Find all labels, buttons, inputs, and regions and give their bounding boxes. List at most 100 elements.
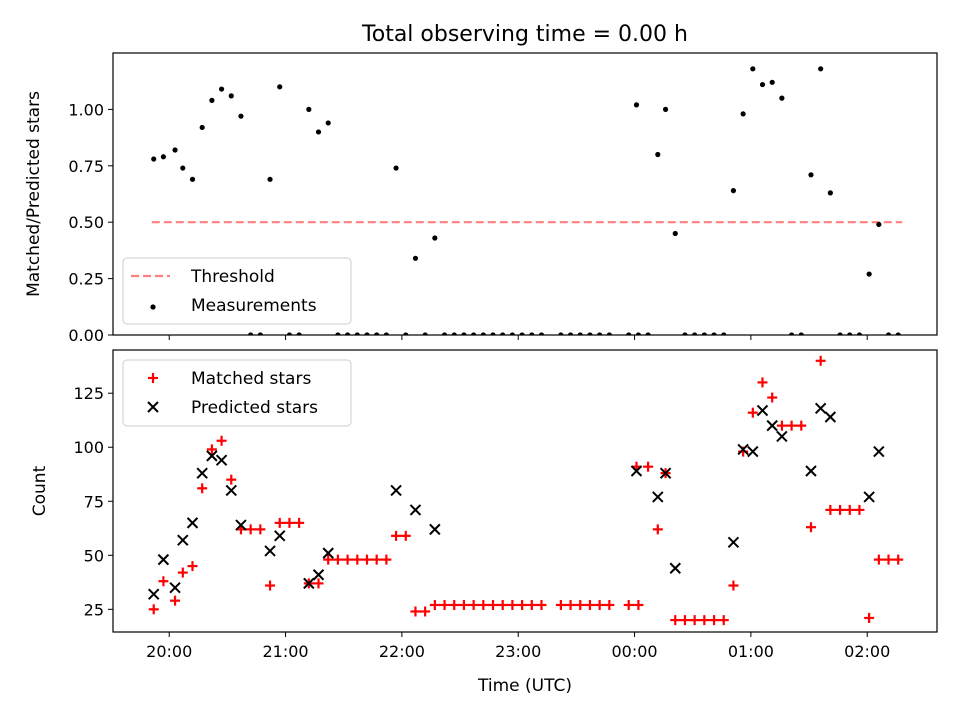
data-point xyxy=(711,332,717,335)
y-axis-label: Count xyxy=(30,465,50,516)
data-point xyxy=(294,517,305,528)
plot-area xyxy=(148,355,904,626)
y-tick-label: 75 xyxy=(84,492,104,511)
data-point xyxy=(776,430,788,443)
data-point xyxy=(226,474,237,485)
data-point xyxy=(265,580,276,591)
y-tick-label: 100 xyxy=(73,438,104,457)
data-point xyxy=(747,445,759,458)
data-point-b xyxy=(873,445,885,458)
data-point xyxy=(767,392,778,403)
chart-title: Total observing time = 0.00 h xyxy=(361,22,688,47)
data-point xyxy=(623,599,634,610)
data-point xyxy=(864,612,875,623)
data-point xyxy=(313,578,324,589)
data-point xyxy=(158,576,169,587)
data-point xyxy=(361,554,372,565)
data-point xyxy=(796,420,807,431)
data-point xyxy=(312,569,325,581)
legend-swatch xyxy=(150,304,156,310)
x-tick-label: 02:00 xyxy=(844,642,890,661)
data-point xyxy=(633,102,640,108)
data-point xyxy=(779,95,785,101)
x-tick-label: 00:00 xyxy=(611,642,657,661)
data-point xyxy=(814,402,827,415)
data-point-b xyxy=(235,519,247,531)
data-point-b xyxy=(157,553,170,566)
data-point xyxy=(148,588,160,600)
data-point xyxy=(180,165,186,171)
legend-swatch-b xyxy=(147,401,159,413)
data-point xyxy=(740,111,746,117)
data-point xyxy=(160,154,167,160)
data-point xyxy=(170,595,181,606)
data-point xyxy=(798,332,804,335)
data-point xyxy=(895,332,901,335)
data-point xyxy=(344,332,351,335)
y-tick-label: 25 xyxy=(84,600,104,619)
data-point xyxy=(538,332,545,335)
data-point xyxy=(267,176,273,182)
data-point xyxy=(390,484,402,497)
data-point xyxy=(721,332,727,335)
data-point xyxy=(148,604,159,615)
data-point xyxy=(756,404,769,417)
data-point xyxy=(517,599,528,610)
data-point-b xyxy=(737,443,749,456)
legend-label: Threshold xyxy=(190,267,275,287)
data-point xyxy=(659,467,672,479)
x-tick-label: 23:00 xyxy=(495,642,541,661)
data-point xyxy=(216,435,227,446)
data-point xyxy=(652,524,663,535)
data-point xyxy=(786,420,797,431)
data-point xyxy=(750,66,756,72)
data-point xyxy=(235,519,247,531)
data-point xyxy=(606,332,612,335)
data-point xyxy=(824,411,837,423)
data-point xyxy=(584,599,595,610)
data-point xyxy=(788,332,795,335)
data-point xyxy=(759,81,766,88)
data-point xyxy=(555,599,566,610)
data-point-b xyxy=(312,569,325,581)
data-point xyxy=(274,517,285,528)
data-point-b xyxy=(322,547,334,559)
legend-swatch xyxy=(147,401,159,413)
data-point xyxy=(199,124,205,131)
data-point xyxy=(277,84,283,90)
legend-box xyxy=(122,257,352,325)
data-point xyxy=(429,523,441,536)
data-point xyxy=(575,599,586,610)
y-tick-label: 0.00 xyxy=(68,326,104,345)
data-point xyxy=(885,332,892,335)
data-point xyxy=(391,530,402,541)
data-point xyxy=(189,176,196,182)
data-point xyxy=(529,332,535,335)
legend: Matched stars Predicted stars xyxy=(122,359,352,427)
data-point xyxy=(315,129,322,135)
data-point xyxy=(633,599,644,610)
data-point xyxy=(490,332,496,335)
data-point xyxy=(805,465,817,477)
data-point xyxy=(866,271,872,277)
data-point xyxy=(873,445,885,458)
data-point xyxy=(737,443,749,456)
data-point xyxy=(577,332,583,335)
data-point xyxy=(747,407,758,418)
data-point xyxy=(835,504,846,515)
data-point xyxy=(432,235,438,241)
data-point xyxy=(873,554,884,565)
data-point xyxy=(655,151,661,158)
data-point xyxy=(215,454,228,466)
y-tick-label: 50 xyxy=(84,546,104,565)
data-point xyxy=(264,545,276,557)
data-point-b xyxy=(766,419,778,432)
data-point xyxy=(669,562,681,574)
data-point xyxy=(332,554,343,565)
data-point-b xyxy=(863,491,875,503)
x-tick-label: 21:00 xyxy=(263,642,309,661)
data-point xyxy=(645,332,651,335)
data-point xyxy=(400,530,411,541)
data-point xyxy=(856,332,863,335)
data-point xyxy=(197,483,208,494)
